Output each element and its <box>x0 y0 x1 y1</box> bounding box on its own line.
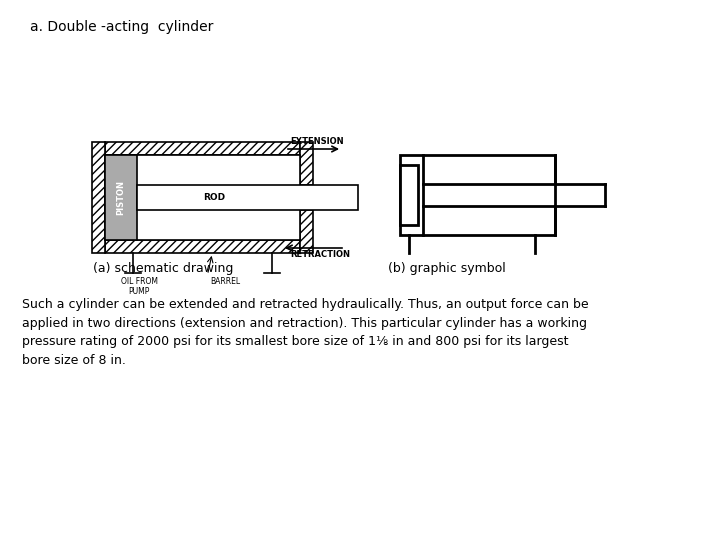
Text: (b) graphic symbol: (b) graphic symbol <box>387 262 505 275</box>
Text: a. Double -acting  cylinder: a. Double -acting cylinder <box>30 20 213 34</box>
Bar <box>105 142 300 155</box>
Text: (a) schematic drawing: (a) schematic drawing <box>94 262 234 275</box>
Bar <box>400 165 418 225</box>
Bar <box>105 155 300 240</box>
Bar <box>92 142 105 253</box>
Text: EXTENSION: EXTENSION <box>290 137 343 146</box>
Text: PISTON: PISTON <box>117 180 125 215</box>
Bar <box>105 155 137 240</box>
Text: Such a cylinder can be extended and retracted hydraulically. Thus, an output for: Such a cylinder can be extended and retr… <box>22 298 589 367</box>
Text: OIL FROM: OIL FROM <box>121 277 158 286</box>
Bar <box>300 142 313 185</box>
Bar <box>105 240 300 253</box>
Text: BARREL: BARREL <box>210 277 240 286</box>
Bar <box>137 185 358 210</box>
Text: PUMP: PUMP <box>128 287 149 296</box>
Text: RETRACTION: RETRACTION <box>290 250 350 259</box>
Bar <box>300 210 313 253</box>
Text: ROD: ROD <box>203 193 225 202</box>
Bar <box>400 155 555 235</box>
